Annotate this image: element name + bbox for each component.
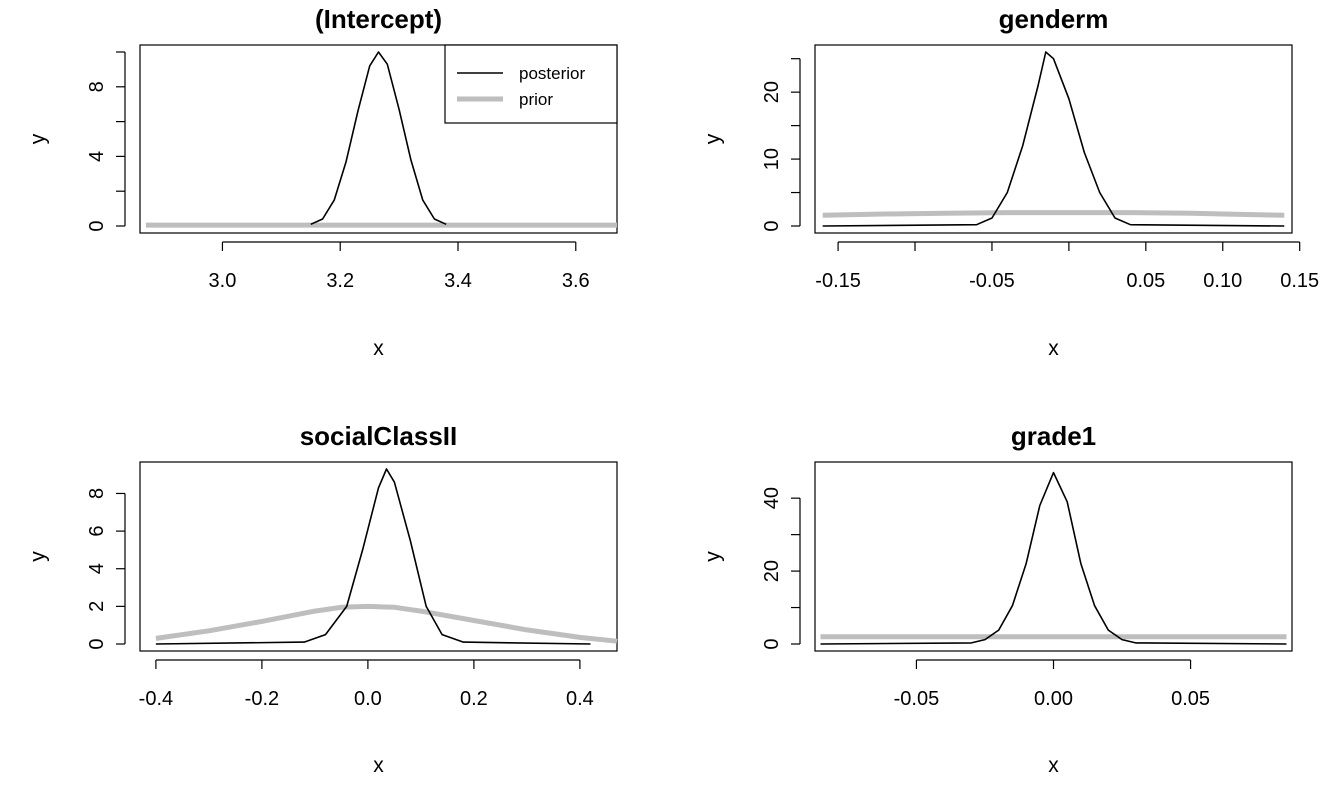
x-tick-label: 3.4 <box>444 270 472 292</box>
y-axis-label: y <box>702 551 725 562</box>
y-tick-label: 8 <box>86 488 108 499</box>
prior-line <box>155 603 618 644</box>
y-tick-label: 2 <box>86 601 108 612</box>
y-tick-label: 20 <box>761 81 783 103</box>
y-tick-label: 10 <box>761 148 783 170</box>
legend-label: posterior <box>519 64 585 83</box>
y-tick-label: 0 <box>761 220 783 231</box>
posterior-line <box>155 468 591 645</box>
y-axis-label: y <box>27 551 50 562</box>
posterior-line <box>820 471 1287 645</box>
posterior-line <box>822 51 1285 227</box>
x-tick-label: 0.05 <box>1126 270 1165 292</box>
x-tick-label: 0.4 <box>566 688 594 710</box>
y-axis-label: y <box>702 133 725 144</box>
x-tick-label: 0.2 <box>460 688 488 710</box>
chart-title: grade1 <box>1011 421 1096 451</box>
x-tick-label: -0.2 <box>245 688 279 710</box>
x-tick-label: -0.4 <box>139 688 173 710</box>
chart-panel: genderm -0.15 -0.05 0.05 0.10 0.15 0 10 20 x y <box>702 4 1320 360</box>
chart-panel: socialClassII -0.4 -0.2 0.0 0.2 0.4 0 2 4 6 8 x y <box>27 421 618 777</box>
y-tick-label: 0 <box>86 638 108 649</box>
x-tick-label: 0.10 <box>1203 270 1242 292</box>
posterior-line <box>310 51 447 226</box>
plot-frame <box>814 44 1293 234</box>
x-axis-label: x <box>1048 754 1059 777</box>
chart-panel: (Intercept) 3.0 3.2 3.4 3.6 0 4 8 x y posterior pri… <box>27 4 618 360</box>
chart-panel: grade1 -0.05 0.00 0.05 0 20 40 x y <box>702 421 1293 777</box>
plot-frame <box>139 461 618 652</box>
prior-line <box>822 210 1285 218</box>
y-tick-label: 8 <box>86 81 108 92</box>
y-tick-label: 0 <box>761 638 783 649</box>
x-tick-label: 3.2 <box>326 270 354 292</box>
plot-frame <box>814 461 1293 652</box>
y-tick-label: 4 <box>86 151 108 162</box>
y-tick-label: 0 <box>86 220 108 231</box>
chart-title: genderm <box>999 4 1109 34</box>
chart-title: socialClassII <box>300 421 458 451</box>
x-axis-label: x <box>1048 337 1059 360</box>
x-tick-label: 3.0 <box>209 270 237 292</box>
x-tick-label: 0.00 <box>1034 688 1073 710</box>
x-tick-label: 0.0 <box>354 688 382 710</box>
x-tick-label: -0.05 <box>969 270 1015 292</box>
y-tick-label: 40 <box>761 487 783 509</box>
x-tick-label: -0.05 <box>894 688 940 710</box>
x-axis-label: x <box>373 337 384 360</box>
y-tick-label: 6 <box>86 526 108 537</box>
y-tick-label: 4 <box>86 563 108 574</box>
y-axis-label: y <box>27 133 50 144</box>
x-tick-label: 0.05 <box>1171 688 1210 710</box>
legend: posterior prior <box>444 44 618 124</box>
x-tick-label: -0.15 <box>815 270 861 292</box>
chart-title: (Intercept) <box>315 4 442 34</box>
plot-frame <box>139 44 618 234</box>
legend-label: prior <box>519 90 553 109</box>
x-tick-label: 0.15 <box>1280 270 1319 292</box>
legend-box <box>444 44 618 124</box>
x-tick-label: 3.6 <box>562 270 590 292</box>
y-tick-label: 20 <box>761 560 783 582</box>
x-axis-label: x <box>373 754 384 777</box>
